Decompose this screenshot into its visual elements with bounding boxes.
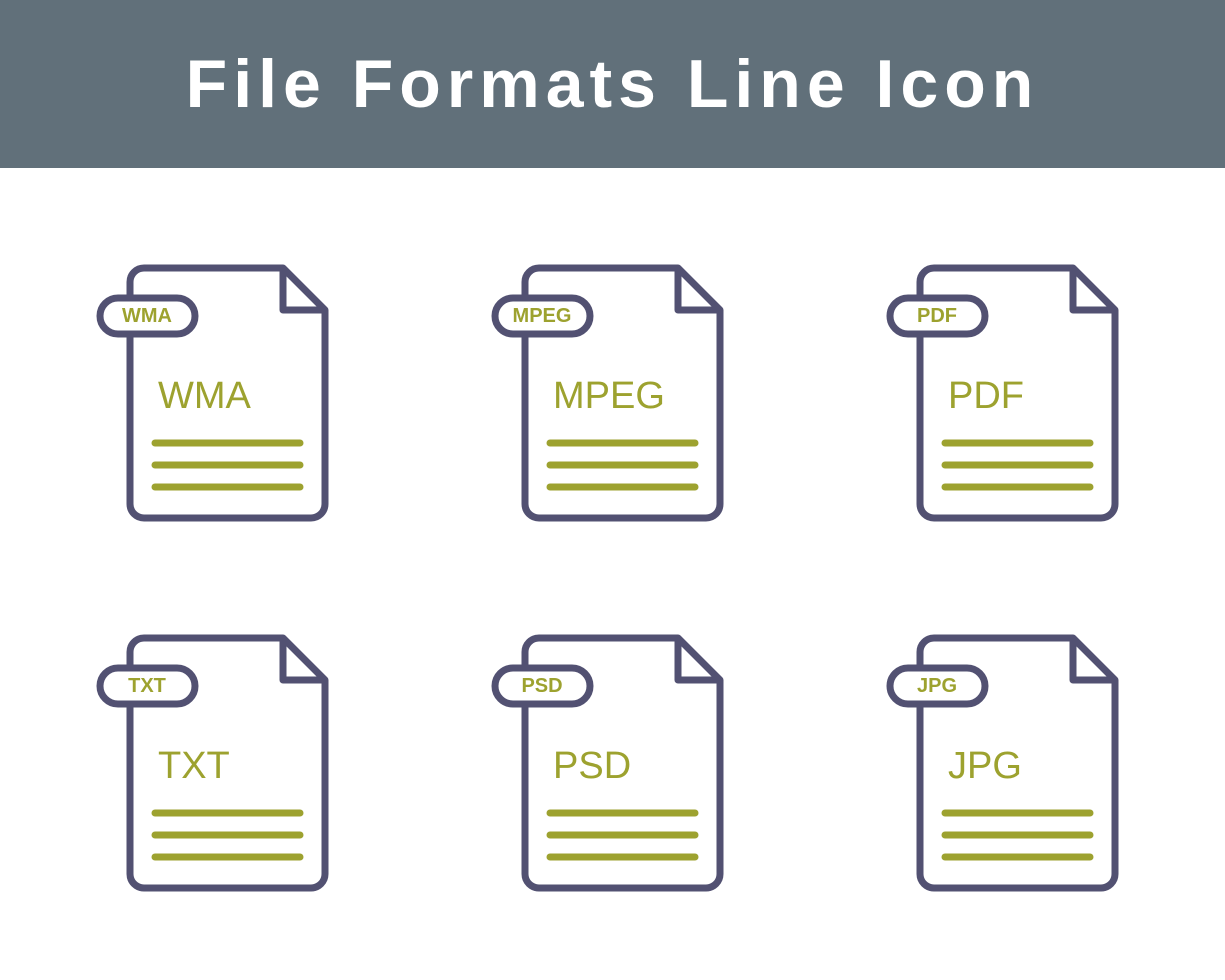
file-tag-label: MPEG [513, 305, 572, 327]
file-body-label: PSD [553, 745, 631, 787]
file-tag-label: WMA [122, 305, 172, 327]
file-format-icon: TXT TXT [130, 638, 325, 888]
file-body-label: JPG [948, 745, 1022, 787]
file-format-icon: WMA WMA [130, 268, 325, 518]
file-body-label: PDF [948, 375, 1024, 417]
file-format-icon: JPG JPG [920, 638, 1115, 888]
file-tag-label: TXT [128, 675, 166, 697]
file-tag-label: PSD [521, 675, 562, 697]
header-title: File Formats Line Icon [186, 45, 1040, 123]
file-format-icon: PSD PSD [525, 638, 720, 888]
file-tag-label: JPG [917, 675, 957, 697]
file-format-icon: PDF PDF [920, 268, 1115, 518]
icon-grid: WMA WMA MPEG MPEG PDF PDF TXT TXT [0, 168, 1225, 968]
file-body-label: MPEG [553, 375, 665, 417]
file-tag-label: PDF [917, 305, 957, 327]
file-format-icon: MPEG MPEG [525, 268, 720, 518]
header-banner: File Formats Line Icon [0, 0, 1225, 168]
file-body-label: WMA [158, 375, 252, 417]
file-body-label: TXT [158, 745, 230, 787]
